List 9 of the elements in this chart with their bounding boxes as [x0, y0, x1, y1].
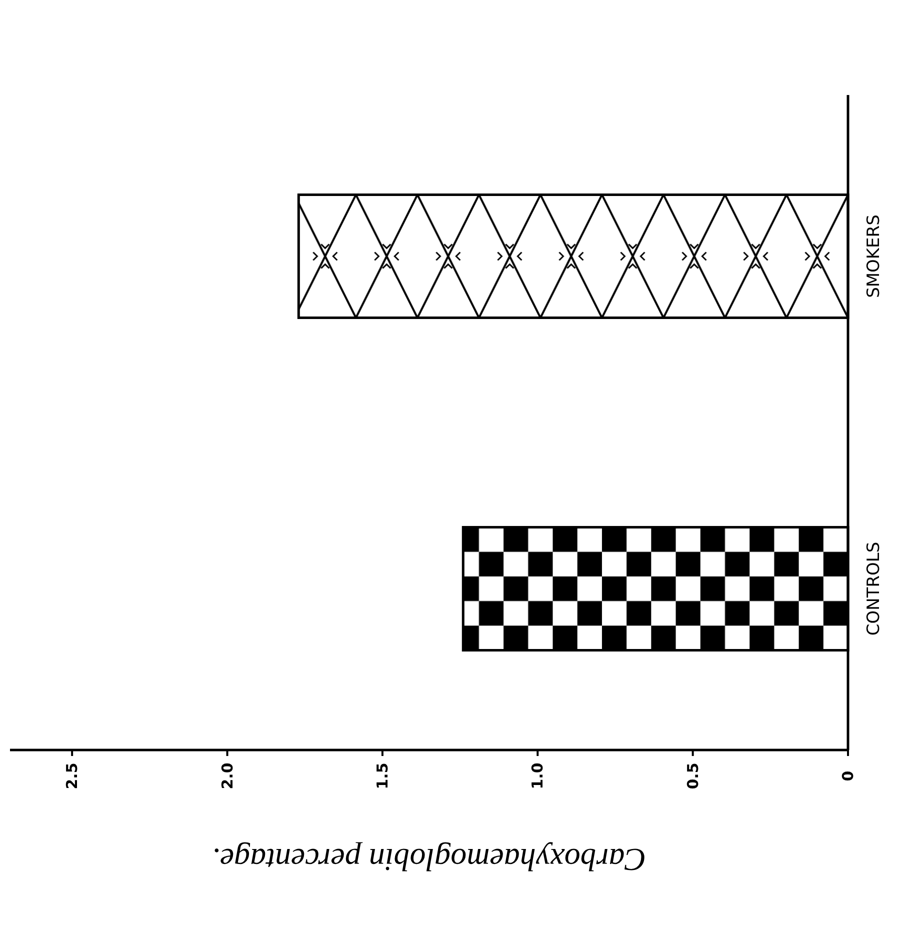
x-axis-title: Carboxyhaemoglobin percentage. [212, 842, 646, 878]
x-tick-label: 0.5 [684, 762, 702, 790]
x-tick-label: 2.5 [63, 762, 82, 790]
y-tick-label: SMOKERS [864, 214, 884, 298]
x-tick-label: 1.5 [373, 762, 392, 790]
y-tick-label: CONTROLS [864, 542, 884, 636]
x-tick-label: 1.0 [528, 762, 547, 790]
x-tick-label: 2.0 [218, 762, 236, 790]
x-tick-label: 0 [839, 770, 857, 782]
